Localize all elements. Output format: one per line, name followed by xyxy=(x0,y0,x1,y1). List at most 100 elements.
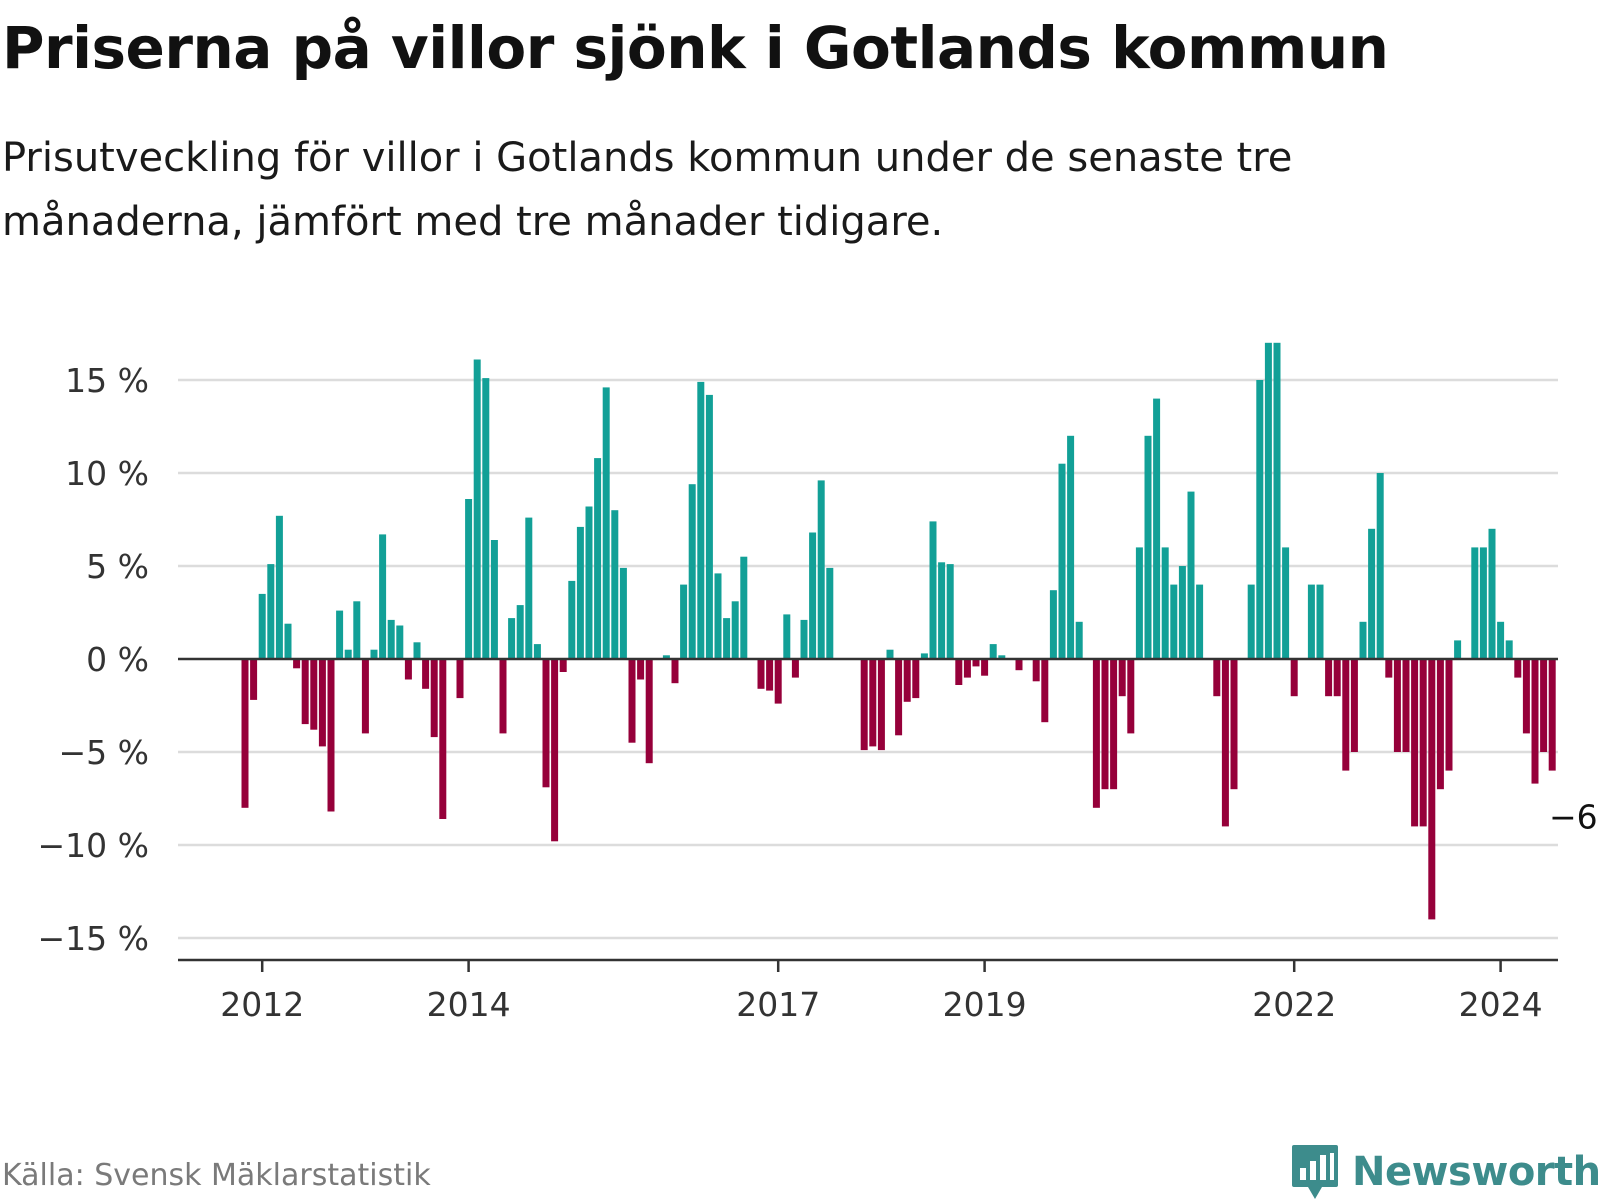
y-tick-label: 10 % xyxy=(65,454,149,493)
bar xyxy=(499,659,507,734)
bar xyxy=(430,659,438,738)
y-tick-label: 5 % xyxy=(86,547,149,586)
bar xyxy=(404,659,412,680)
bar xyxy=(1548,659,1556,771)
bar xyxy=(516,605,524,659)
x-tick-label: 2014 xyxy=(427,985,511,1024)
bar xyxy=(1393,659,1401,752)
bar xyxy=(1196,584,1204,659)
bar xyxy=(1049,590,1057,659)
bar xyxy=(877,659,885,751)
bar xyxy=(1101,659,1109,790)
bar xyxy=(714,573,722,659)
bar xyxy=(783,614,791,659)
bar xyxy=(1041,659,1049,723)
y-tick-label: 0 % xyxy=(86,640,149,679)
bar xyxy=(1264,342,1272,659)
bar xyxy=(1445,659,1453,771)
bar xyxy=(594,458,602,659)
bar xyxy=(1290,659,1298,697)
bar xyxy=(379,534,387,659)
bar xyxy=(1419,659,1427,827)
bar xyxy=(465,499,473,659)
bar xyxy=(1075,621,1083,659)
bar xyxy=(413,642,421,659)
bar xyxy=(740,556,748,659)
bar xyxy=(336,610,344,659)
chart-title: Priserna på villor sjönk i Gotlands komm… xyxy=(2,14,1389,82)
bar xyxy=(955,659,963,685)
bar xyxy=(1247,584,1255,659)
bar xyxy=(680,584,688,659)
bar xyxy=(1350,659,1358,752)
bar xyxy=(1411,659,1419,827)
bar xyxy=(809,532,817,659)
bar xyxy=(1333,659,1341,697)
bar xyxy=(671,659,679,684)
bar xyxy=(1178,566,1186,659)
bar xyxy=(1436,659,1444,790)
y-tick-label: 15 % xyxy=(65,361,149,400)
bar xyxy=(490,540,498,659)
bar xyxy=(1307,584,1315,659)
bar-chart-speech-bubble-icon xyxy=(1292,1145,1338,1199)
x-tick-label: 2019 xyxy=(943,985,1027,1024)
bar xyxy=(989,644,997,659)
bar xyxy=(585,506,593,659)
bar xyxy=(611,510,619,659)
bar xyxy=(757,659,765,689)
bar xyxy=(946,564,954,659)
bar xyxy=(473,359,481,659)
bar xyxy=(258,593,266,659)
bar xyxy=(1359,621,1367,659)
bar xyxy=(542,659,550,788)
bar xyxy=(1170,584,1178,659)
y-tick-label: −10 % xyxy=(38,826,150,865)
bar xyxy=(1531,659,1539,784)
bar xyxy=(267,564,275,659)
brand-name: Newsworthy xyxy=(1352,1149,1600,1195)
bar xyxy=(637,659,645,680)
x-tick-label: 2024 xyxy=(1459,985,1543,1024)
x-tick-label: 2012 xyxy=(220,985,304,1024)
bar xyxy=(387,619,395,659)
bar xyxy=(1144,435,1152,659)
bar xyxy=(860,659,868,751)
bar xyxy=(456,659,464,699)
bar xyxy=(1402,659,1410,752)
bar xyxy=(766,659,774,691)
bar xyxy=(576,526,584,659)
bar xyxy=(688,484,696,659)
bar xyxy=(1127,659,1135,734)
bar xyxy=(628,659,636,743)
bar xyxy=(1479,547,1487,659)
bar xyxy=(602,387,610,659)
bar xyxy=(645,659,653,764)
bars xyxy=(241,342,1556,920)
x-tick-label: 2022 xyxy=(1252,985,1336,1024)
bar xyxy=(1428,659,1436,920)
bar xyxy=(353,601,361,659)
bar xyxy=(1282,547,1290,659)
bar xyxy=(482,378,490,659)
bar xyxy=(895,659,903,736)
bar xyxy=(697,381,705,659)
bar xyxy=(551,659,559,842)
bar xyxy=(723,618,731,659)
bar xyxy=(284,623,292,659)
bar xyxy=(327,659,335,812)
bar xyxy=(250,659,258,700)
bar xyxy=(705,394,713,659)
bar xyxy=(508,618,516,659)
y-tick-label: −15 % xyxy=(38,919,150,958)
bar xyxy=(525,517,533,659)
bar xyxy=(1325,659,1333,697)
bar xyxy=(1067,435,1075,659)
bar xyxy=(1514,659,1522,678)
bar xyxy=(301,659,309,725)
bar xyxy=(396,625,404,659)
bar xyxy=(981,659,989,676)
brand-logo[interactable]: Newsworthy xyxy=(1290,1142,1600,1202)
bar xyxy=(1342,659,1350,771)
bar xyxy=(1221,659,1229,827)
